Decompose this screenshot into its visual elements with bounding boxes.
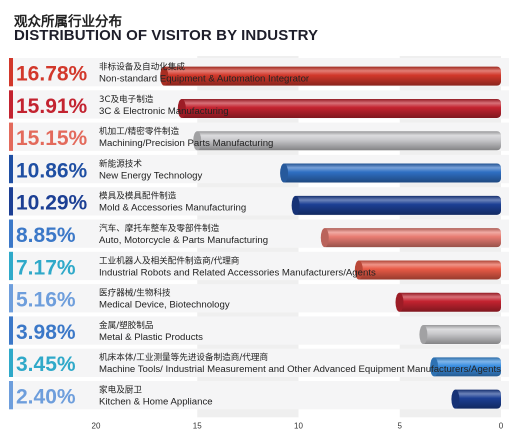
bar (178, 98, 501, 118)
bar-end-cap (280, 163, 289, 183)
category-label-cn: 机床本体/工业测量等先进设备制造商/代理商 (99, 351, 268, 363)
category-label-en: Medical Device, Biotechnology (99, 300, 230, 311)
bar (431, 357, 501, 377)
bar-end-cap (451, 389, 460, 409)
row-accent (9, 154, 13, 184)
chart-title-cn: 观众所属行业分布 (14, 14, 122, 30)
percent-label: 3.45% (16, 353, 76, 376)
row-accent (9, 187, 13, 216)
chart-title-en: DISTRIBUTION OF VISITOR BY INDUSTRY (14, 27, 319, 44)
bar-end-cap (177, 98, 186, 118)
bar-end-cap (160, 66, 169, 86)
bar (396, 292, 501, 312)
category-label-cn: 家电及厨卫 (99, 384, 142, 396)
category-label-en: Machine Tools/ Industrial Measurement an… (99, 364, 501, 375)
percent-label: 16.78% (16, 63, 88, 86)
category-label-en: Kitchen & Home Appliance (99, 397, 213, 408)
x-tick-label: 20 (92, 421, 101, 429)
row-accent (9, 122, 13, 151)
bar (292, 195, 501, 215)
percent-label: 2.40% (16, 386, 76, 409)
category-label-en: 3C & Electronic Manufacturing (99, 106, 229, 117)
category-label-cn: 金属/塑胶制品 (99, 319, 153, 331)
percent-label: 15.91% (16, 95, 88, 118)
x-tick-label: 0 (499, 421, 504, 429)
percent-label: 10.29% (16, 192, 88, 215)
category-label-en: Machining/Precision Parts Manufacturing (99, 138, 273, 149)
category-label-cn: 汽车、摩托车整车及零部件制造 (99, 222, 220, 234)
bar (321, 228, 501, 248)
bar-end-cap (430, 357, 439, 377)
bar (355, 260, 501, 280)
x-tick-label: 5 (398, 421, 403, 429)
category-label-cn: 非标设备及自动化集成 (99, 61, 185, 73)
category-label-cn: 机加工/精密零件制造 (99, 125, 180, 137)
percent-label: 8.85% (16, 224, 76, 247)
percent-label: 7.17% (16, 256, 76, 279)
category-label-cn: 工业机器人及相关配件制造商/代理商 (99, 254, 240, 266)
row-accent (9, 251, 13, 281)
bar (194, 131, 501, 151)
category-label-en: Metal & Plastic Products (99, 332, 203, 343)
row-accent (9, 284, 13, 313)
bar (420, 325, 501, 345)
row-panel (9, 348, 509, 377)
category-label-cn: 新能源技术 (99, 157, 142, 169)
bar (452, 389, 501, 409)
bar-end-cap (419, 325, 428, 345)
bar-end-cap (354, 260, 363, 280)
percent-label: 3.98% (16, 321, 76, 344)
percent-label: 5.16% (16, 289, 76, 312)
x-axis-ticks: 20 15 10 5 0 (92, 421, 504, 429)
row-accent (9, 348, 13, 377)
bar (161, 66, 501, 86)
row-accent (9, 381, 13, 410)
x-tick-label: 15 (193, 421, 202, 429)
bar-end-cap (291, 195, 300, 215)
row-accent (9, 316, 13, 345)
category-label-en: Industrial Robots and Related Accessorie… (99, 267, 376, 278)
x-tick-label: 10 (294, 421, 303, 429)
row-accent (9, 58, 13, 87)
percent-label: 15.15% (16, 127, 88, 150)
category-label-cn: 3C及电子制造 (99, 93, 154, 105)
category-label-en: New Energy Technology (99, 170, 202, 181)
category-label-en: Mold & Accessories Manufacturing (99, 203, 246, 214)
bar-end-cap (395, 292, 404, 312)
category-label-cn: 模具及模具配件制造 (99, 190, 177, 202)
percent-label: 10.86% (16, 159, 88, 182)
category-label-cn: 医疗器械/生物科技 (99, 287, 171, 299)
category-label-en: Auto, Motorcycle & Parts Manufacturing (99, 235, 268, 246)
row-accent (9, 90, 13, 119)
bar-end-cap (320, 228, 329, 248)
category-label-en: Non-standard Equipment & Automation Inte… (99, 74, 310, 85)
bar-end-cap (193, 131, 202, 151)
row-accent (9, 219, 13, 248)
bar (281, 163, 501, 183)
row-panel (9, 381, 509, 410)
